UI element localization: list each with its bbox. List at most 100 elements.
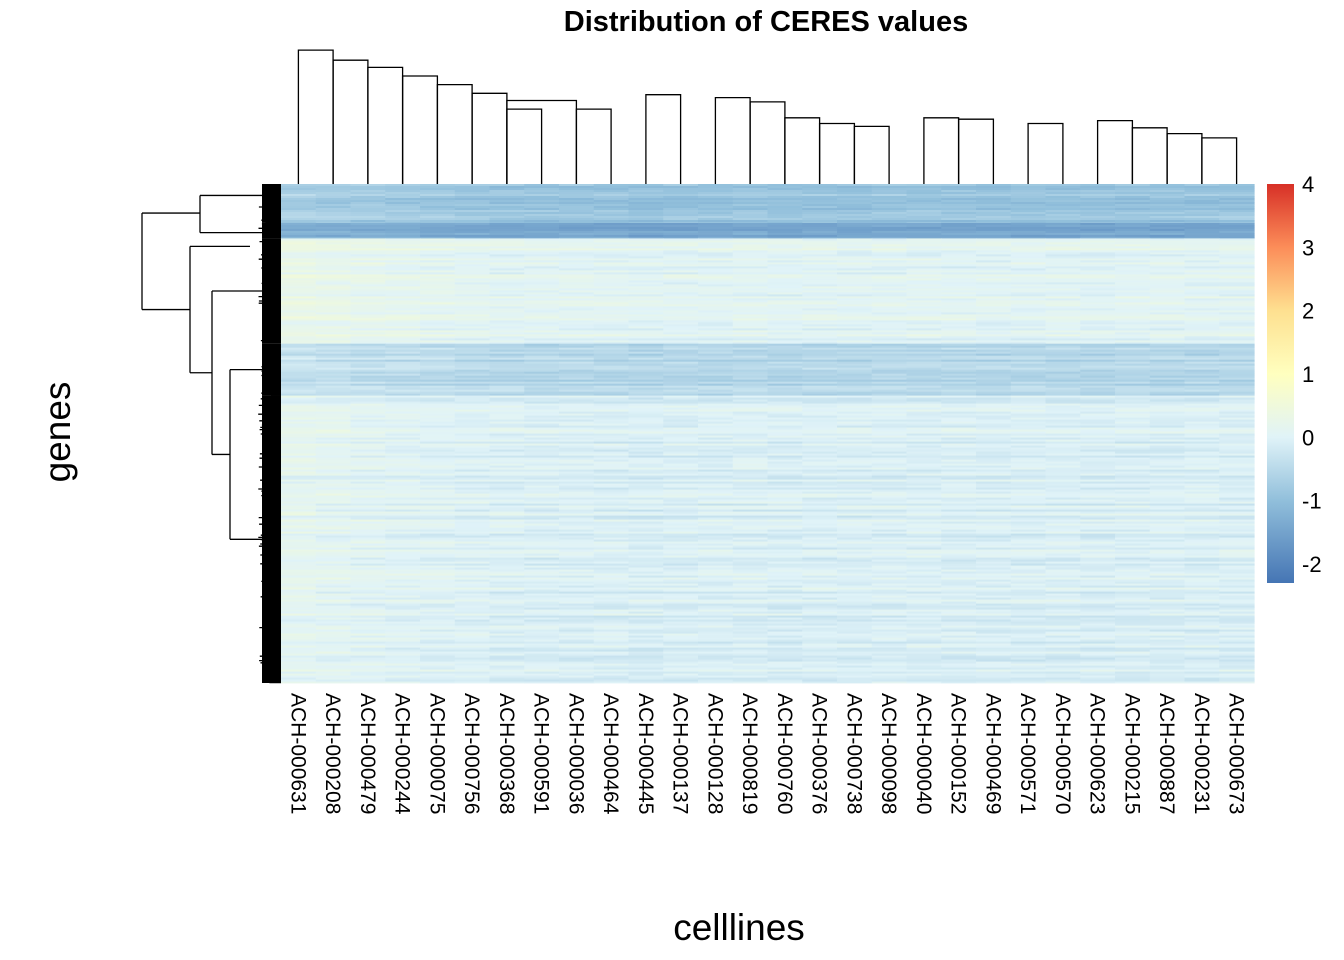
- heatmap-cell: [281, 208, 317, 211]
- heatmap-cell: [698, 441, 734, 444]
- heatmap-cell: [593, 407, 630, 410]
- heatmap-cell: [906, 250, 942, 253]
- heatmap-cell: [871, 254, 908, 257]
- heatmap-cell: [1080, 419, 1116, 422]
- heatmap-cell: [1184, 328, 1220, 331]
- heatmap-cell: [281, 216, 317, 219]
- heatmap-cell: [1115, 443, 1151, 446]
- heatmap-cell: [420, 266, 456, 269]
- heatmap-cell: [1149, 393, 1186, 396]
- heatmap-cell: [315, 359, 352, 363]
- heatmap-cell: [767, 258, 803, 261]
- heatmap-cell: [1115, 511, 1151, 514]
- heatmap-cell: [1149, 451, 1186, 454]
- heatmap-cell: [1080, 328, 1116, 331]
- heatmap-cell: [559, 359, 595, 363]
- heatmap-cell: [489, 511, 525, 514]
- heatmap-cell: [1149, 499, 1186, 502]
- heatmap-cell: [1149, 258, 1186, 261]
- heatmap-cell: [628, 286, 664, 289]
- heatmap-cell: [454, 336, 491, 339]
- heatmap-cell: [663, 455, 699, 458]
- heatmap-cell: [767, 403, 803, 406]
- heatmap-cell: [593, 409, 630, 412]
- heatmap-cell: [1149, 391, 1186, 395]
- heatmap-cell: [906, 328, 942, 331]
- heatmap-cell: [593, 286, 630, 289]
- heatmap-cell: [976, 244, 1012, 247]
- heatmap-cell: [281, 206, 317, 209]
- heatmap-cell: [698, 359, 734, 363]
- heatmap-cell: [1149, 328, 1186, 331]
- heatmap-cell: [524, 379, 560, 383]
- heatmap-cell: [1149, 248, 1186, 251]
- heatmap-cell: [559, 501, 595, 504]
- heatmap-cell: [628, 419, 664, 422]
- heatmap-cell: [628, 409, 664, 412]
- heatmap-cell: [802, 280, 838, 283]
- heatmap-cell: [871, 238, 908, 241]
- heatmap-cell: [315, 310, 352, 313]
- heatmap-cell: [1149, 409, 1186, 412]
- heatmap-cell: [837, 379, 873, 383]
- heatmap-cell: [1115, 188, 1151, 191]
- heatmap-cell: [941, 328, 977, 331]
- heatmap-cell: [559, 308, 595, 311]
- heatmap-cell: [1010, 475, 1047, 478]
- heatmap-cell: [524, 340, 560, 343]
- heatmap-cell: [1115, 250, 1151, 253]
- heatmap-cell: [906, 194, 942, 197]
- heatmap-cell: [698, 479, 734, 482]
- heatmap-cell: [941, 471, 977, 474]
- heatmap-cell: [871, 377, 908, 381]
- heatmap-cell: [1149, 367, 1186, 371]
- heatmap-cell: [1010, 212, 1047, 215]
- heatmap-cell: [628, 260, 664, 263]
- heatmap-cell: [802, 186, 838, 189]
- heatmap-cell: [941, 345, 977, 349]
- heatmap-cell: [489, 385, 525, 389]
- heatmap-cell: [420, 417, 456, 420]
- heatmap-cell: [315, 379, 352, 383]
- heatmap-cell: [1080, 286, 1116, 289]
- heatmap-cell: [524, 270, 560, 273]
- heatmap-cell: [1219, 250, 1255, 253]
- heatmap-cell: [767, 375, 803, 379]
- heatmap-cell: [420, 342, 456, 345]
- heatmap-cell: [1080, 274, 1116, 277]
- heatmap-cell: [871, 342, 908, 345]
- heatmap-cell: [837, 491, 873, 494]
- heatmap-cell: [524, 200, 560, 203]
- heatmap-cell: [698, 204, 734, 207]
- heatmap-cell: [281, 469, 317, 472]
- heatmap-cell: [628, 381, 664, 385]
- heatmap-cell: [1045, 513, 1081, 516]
- heatmap-cell: [350, 284, 386, 287]
- heatmap-cell: [489, 340, 525, 343]
- heatmap-cell: [767, 204, 803, 207]
- heatmap-cell: [385, 190, 421, 193]
- heatmap-cell: [837, 473, 873, 476]
- heatmap-cell: [941, 501, 977, 504]
- heatmap-cell: [941, 499, 977, 502]
- heatmap-cell: [1080, 320, 1116, 323]
- heatmap-cell: [385, 240, 421, 243]
- heatmap-cell: [698, 186, 734, 189]
- heatmap-cell: [420, 282, 456, 285]
- heatmap-cell: [1080, 497, 1116, 500]
- heatmap-cell: [350, 266, 386, 269]
- heatmap-cell: [976, 437, 1012, 440]
- heatmap-cell: [593, 308, 630, 311]
- heatmap-cell: [281, 429, 317, 432]
- heatmap-cell: [454, 260, 491, 263]
- heatmap-cell: [315, 421, 352, 424]
- heatmap-cell: [1010, 270, 1047, 273]
- heatmap-cell: [941, 256, 977, 259]
- heatmap-cell: [1219, 415, 1255, 418]
- heatmap-cell: [593, 429, 630, 432]
- heatmap-cell: [732, 280, 769, 283]
- heatmap-cell: [767, 517, 803, 520]
- heatmap-cell: [1010, 322, 1047, 325]
- heatmap-cell: [976, 429, 1012, 432]
- heatmap-cell: [698, 246, 734, 249]
